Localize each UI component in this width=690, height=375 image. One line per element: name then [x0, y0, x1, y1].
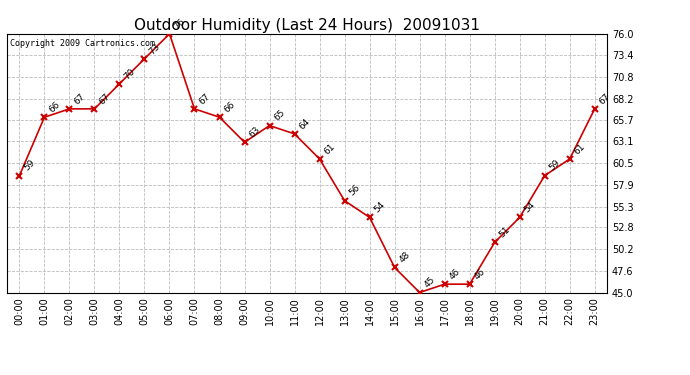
Text: 46: 46: [447, 267, 462, 281]
Text: 63: 63: [247, 125, 262, 140]
Title: Outdoor Humidity (Last 24 Hours)  20091031: Outdoor Humidity (Last 24 Hours) 2009103…: [134, 18, 480, 33]
Text: 51: 51: [497, 225, 512, 240]
Text: 61: 61: [573, 142, 587, 156]
Text: 67: 67: [72, 92, 87, 106]
Text: 56: 56: [347, 183, 362, 198]
Text: 54: 54: [522, 200, 537, 214]
Text: 64: 64: [297, 117, 312, 131]
Text: 54: 54: [373, 200, 387, 214]
Text: 59: 59: [22, 158, 37, 173]
Text: 65: 65: [273, 108, 287, 123]
Text: 66: 66: [222, 100, 237, 114]
Text: 46: 46: [473, 267, 487, 281]
Text: 76: 76: [172, 16, 187, 31]
Text: 48: 48: [397, 250, 412, 265]
Text: 66: 66: [47, 100, 61, 114]
Text: 67: 67: [197, 92, 212, 106]
Text: 61: 61: [322, 142, 337, 156]
Text: 67: 67: [598, 92, 612, 106]
Text: 59: 59: [547, 158, 562, 173]
Text: 45: 45: [422, 275, 437, 290]
Text: 67: 67: [97, 92, 112, 106]
Text: Copyright 2009 Cartronics.com: Copyright 2009 Cartronics.com: [10, 39, 155, 48]
Text: 70: 70: [122, 66, 137, 81]
Text: 73: 73: [147, 42, 161, 56]
